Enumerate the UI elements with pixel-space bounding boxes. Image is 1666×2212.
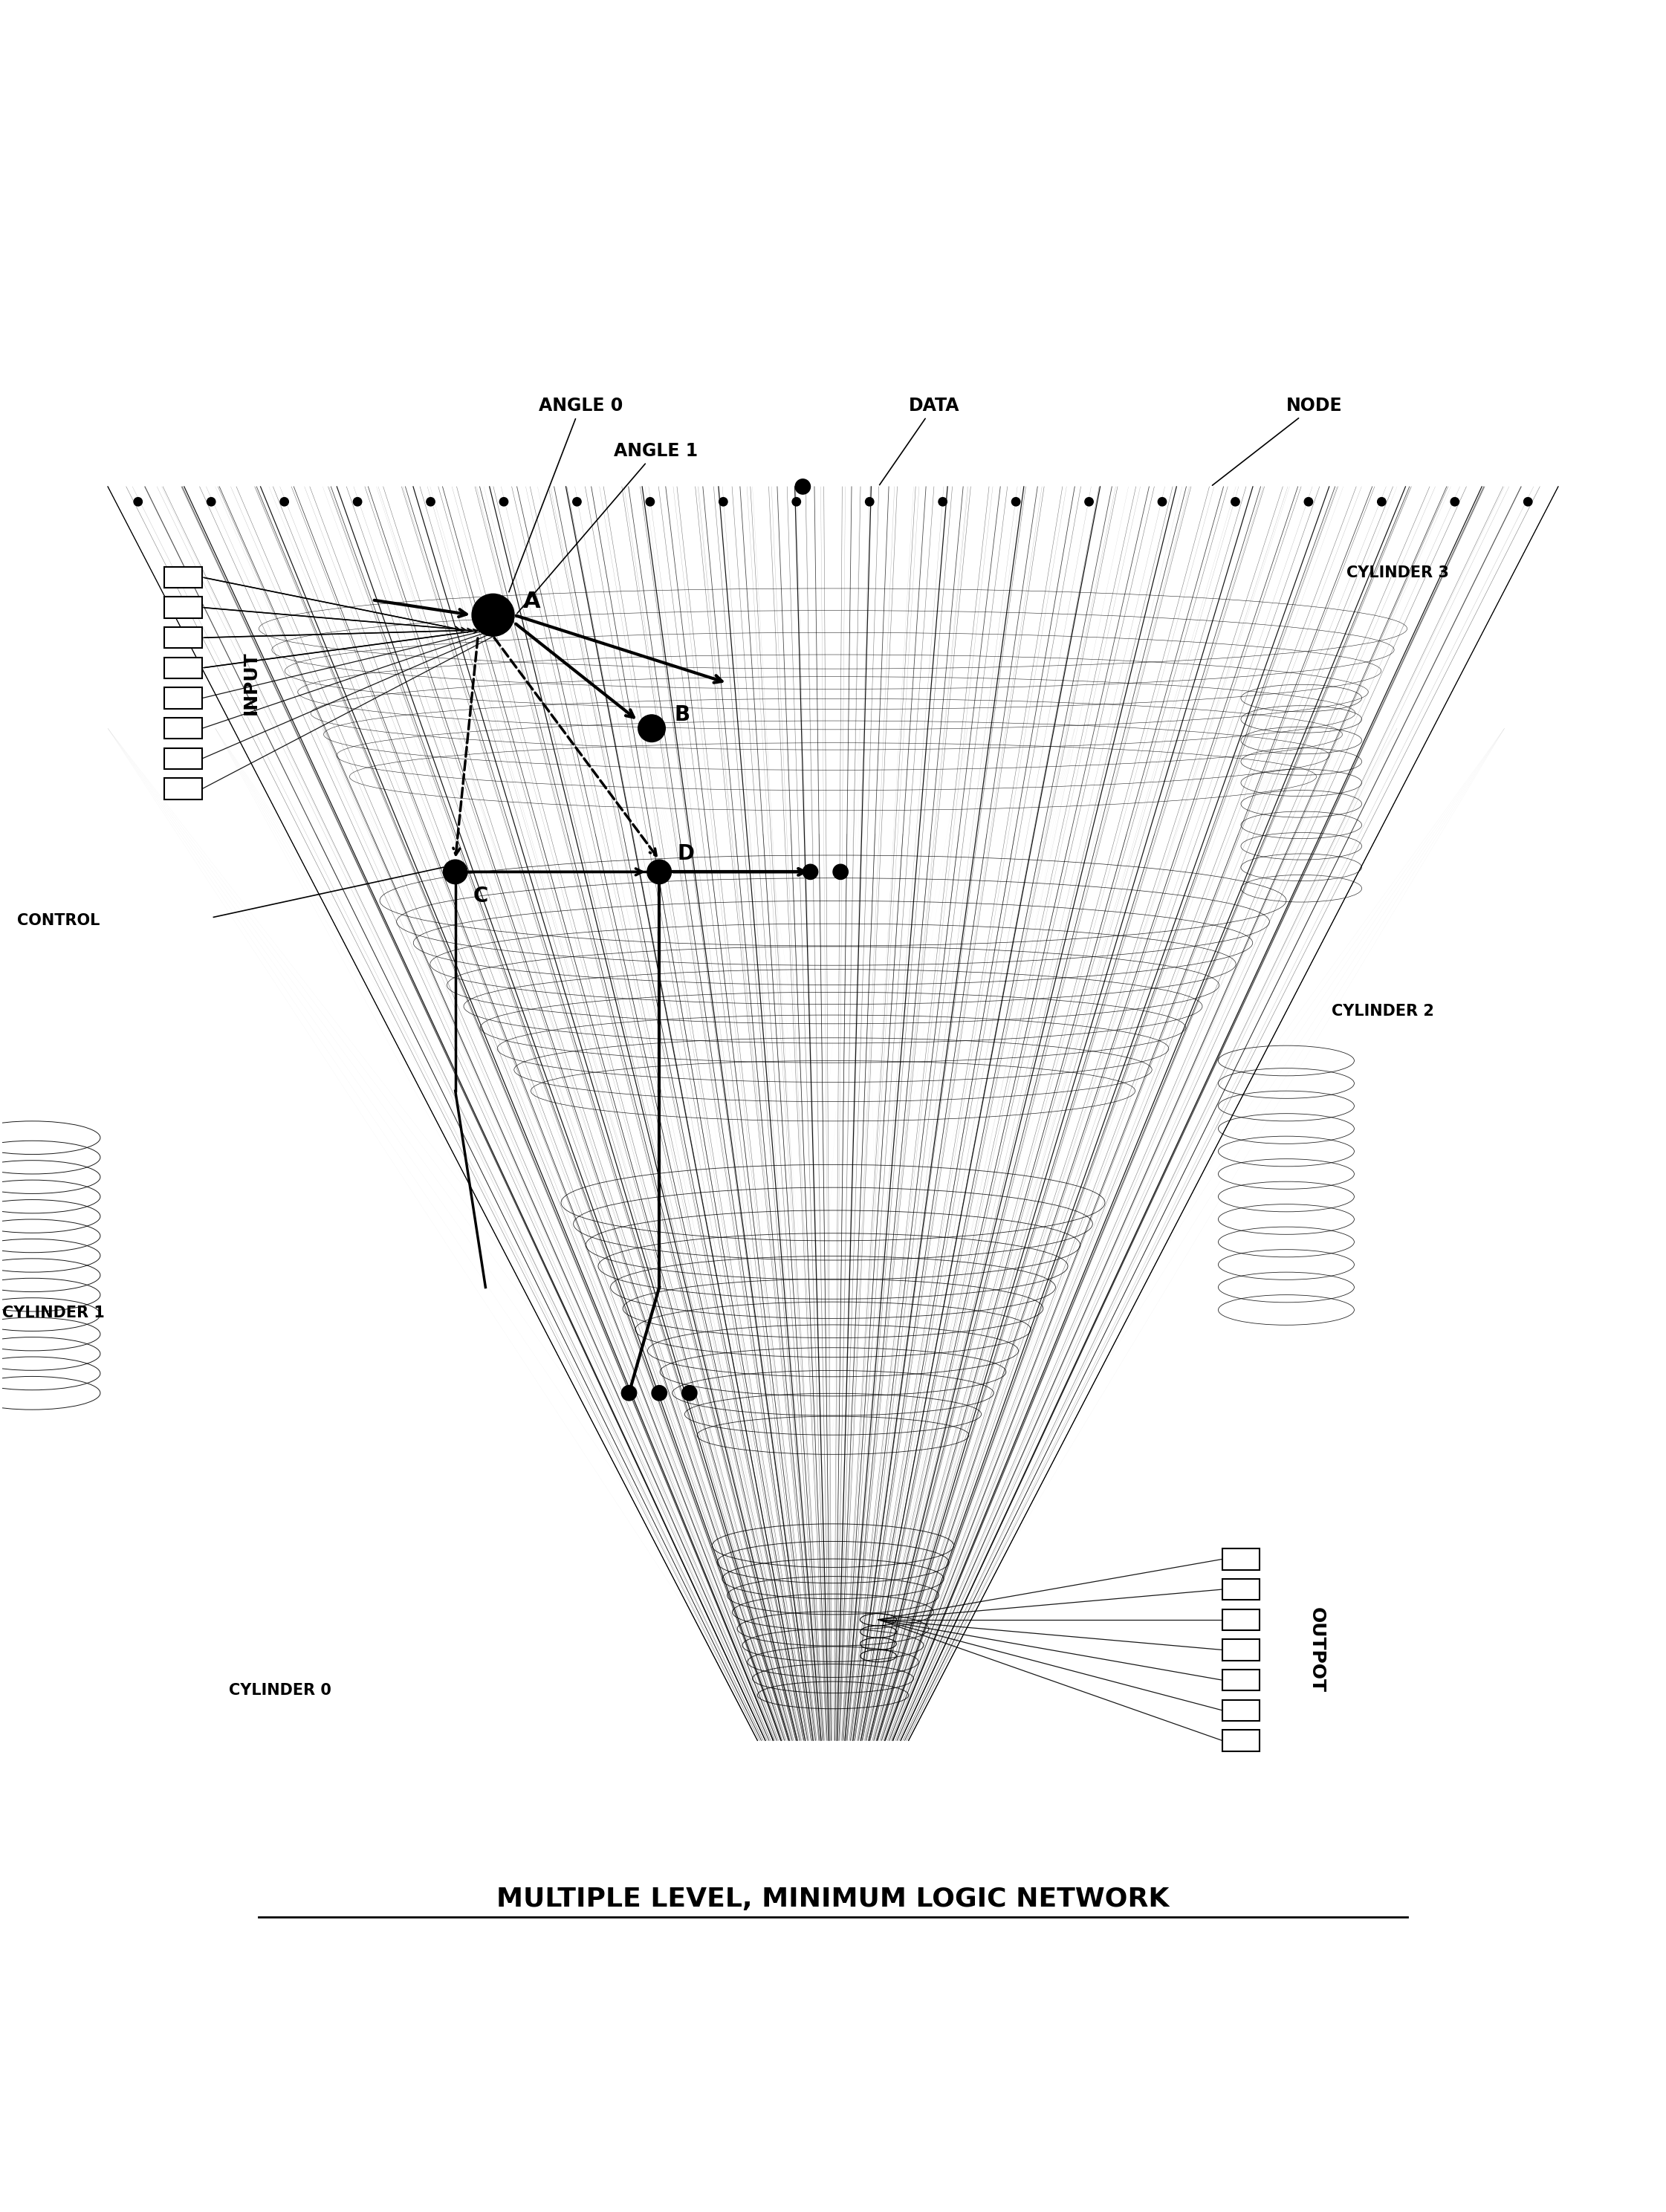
Text: MULTIPLE LEVEL, MINIMUM LOGIC NETWORK: MULTIPLE LEVEL, MINIMUM LOGIC NETWORK: [496, 1887, 1170, 1911]
Circle shape: [865, 498, 873, 507]
Circle shape: [651, 1385, 666, 1400]
Bar: [165, 748, 202, 770]
Circle shape: [1011, 498, 1020, 507]
Text: CYLINDER 0: CYLINDER 0: [228, 1683, 332, 1699]
Circle shape: [207, 498, 215, 507]
Bar: [1223, 1608, 1259, 1630]
Circle shape: [720, 498, 728, 507]
Text: ANGLE 1: ANGLE 1: [516, 442, 698, 613]
Text: OUTPOT: OUTPOT: [1308, 1608, 1326, 1692]
Text: B: B: [675, 703, 690, 726]
Bar: [165, 566, 202, 588]
Bar: [165, 657, 202, 679]
Text: ANGLE 0: ANGLE 0: [508, 396, 623, 593]
Circle shape: [646, 498, 655, 507]
Text: A: A: [523, 591, 541, 613]
Text: C: C: [473, 885, 488, 907]
Circle shape: [638, 714, 665, 741]
Circle shape: [280, 498, 288, 507]
Bar: [165, 779, 202, 799]
Bar: [165, 597, 202, 617]
Circle shape: [443, 860, 468, 885]
Circle shape: [1158, 498, 1166, 507]
Circle shape: [1085, 498, 1093, 507]
Text: CYLINDER 2: CYLINDER 2: [1331, 1004, 1434, 1018]
Bar: [165, 628, 202, 648]
Bar: [1223, 1579, 1259, 1599]
Bar: [1223, 1548, 1259, 1571]
Circle shape: [426, 498, 435, 507]
Circle shape: [793, 498, 801, 507]
Text: CONTROL: CONTROL: [17, 914, 100, 927]
Text: CYLINDER 1: CYLINDER 1: [2, 1305, 105, 1321]
Text: INPUT: INPUT: [243, 650, 260, 714]
Text: NODE: NODE: [1213, 396, 1343, 484]
Bar: [1223, 1699, 1259, 1721]
Bar: [1223, 1670, 1259, 1690]
Text: DATA: DATA: [880, 396, 960, 484]
Circle shape: [500, 498, 508, 507]
Circle shape: [1304, 498, 1313, 507]
Circle shape: [1231, 498, 1240, 507]
Circle shape: [1378, 498, 1386, 507]
Circle shape: [681, 1385, 696, 1400]
Circle shape: [621, 1385, 636, 1400]
Circle shape: [795, 480, 810, 493]
Circle shape: [471, 593, 515, 637]
Bar: [1223, 1639, 1259, 1661]
Bar: [165, 688, 202, 708]
Circle shape: [938, 498, 946, 507]
Circle shape: [646, 860, 671, 885]
Circle shape: [803, 865, 818, 880]
Circle shape: [1524, 498, 1533, 507]
Text: D: D: [678, 843, 695, 865]
Circle shape: [133, 498, 142, 507]
Text: CYLINDER 3: CYLINDER 3: [1346, 566, 1449, 580]
Circle shape: [573, 498, 581, 507]
Bar: [165, 717, 202, 739]
Bar: [1223, 1730, 1259, 1752]
Circle shape: [1451, 498, 1459, 507]
Circle shape: [353, 498, 362, 507]
Circle shape: [833, 865, 848, 880]
